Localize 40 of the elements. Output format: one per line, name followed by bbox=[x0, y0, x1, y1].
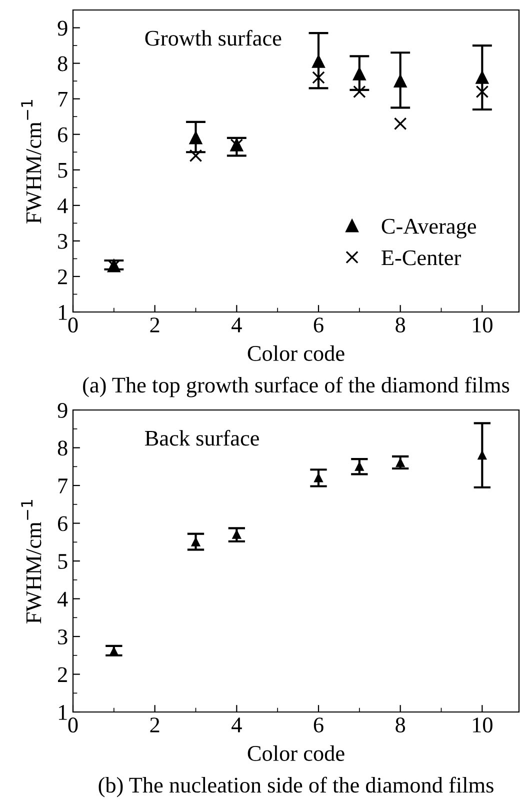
x-tick-label: 0 bbox=[68, 318, 78, 332]
legend-label: E-Center bbox=[382, 250, 461, 266]
y-tick-label: 4 bbox=[57, 592, 68, 606]
text: (b) The nucleation side of the diamond films bbox=[98, 776, 494, 798]
x-tick-label: 2 bbox=[150, 318, 160, 332]
y-tick-label: 8 bbox=[58, 56, 68, 72]
x-tick-label: 8 bbox=[396, 318, 406, 332]
x-tick-label: 8 bbox=[396, 718, 406, 732]
y-tick-label: 6 bbox=[58, 127, 68, 142]
y-tick-label: 2 bbox=[58, 667, 67, 682]
y-tick-label: 1 bbox=[58, 305, 67, 320]
y-tick-label: 1 bbox=[58, 705, 67, 720]
x-tick-label: 10 bbox=[473, 718, 492, 732]
y-axis-title: FWHM/cm$^{−1}$ bbox=[21, 500, 42, 624]
annotation: Back surface bbox=[145, 430, 259, 446]
y-tick-label: 8 bbox=[58, 440, 68, 456]
x-tick-label: 6 bbox=[314, 718, 324, 732]
y-axis-title: FWHM/cm$^{−1}$ bbox=[21, 100, 42, 224]
x-axis-title: Color code bbox=[248, 745, 344, 761]
x-tick-label: 2 bbox=[150, 718, 160, 732]
y-tick-label: 9 bbox=[58, 402, 68, 418]
y-tick-label: 2 bbox=[58, 269, 67, 284]
y-tick-label: 3 bbox=[58, 629, 68, 644]
x-tick-label: 4 bbox=[232, 318, 242, 332]
y-tick-label: 3 bbox=[58, 234, 68, 249]
x-tick-label: 10 bbox=[473, 318, 492, 332]
x-tick-label: 4 bbox=[232, 718, 242, 732]
x-tick-label: 6 bbox=[314, 318, 324, 332]
y-tick-label: 5 bbox=[58, 163, 68, 178]
y-tick-label: 5 bbox=[58, 554, 68, 569]
y-tick-label: 7 bbox=[58, 92, 68, 107]
legend-label: C-Average bbox=[382, 218, 476, 238]
annotation: Growth surface bbox=[145, 30, 282, 46]
y-tick-label: 7 bbox=[58, 478, 68, 494]
x-tick-label: 0 bbox=[68, 718, 78, 732]
y-tick-label: 9 bbox=[58, 20, 68, 36]
text: (a) The top growth surface of the diamond films bbox=[83, 376, 510, 398]
y-tick-label: 6 bbox=[58, 516, 68, 532]
x-axis-title: Color code bbox=[248, 345, 344, 361]
y-tick-label: 4 bbox=[57, 198, 68, 214]
